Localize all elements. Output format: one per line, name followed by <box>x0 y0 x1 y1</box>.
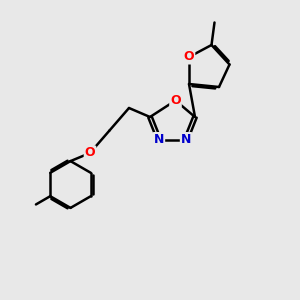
Text: O: O <box>170 94 181 107</box>
Text: N: N <box>181 133 191 146</box>
Text: O: O <box>184 50 194 64</box>
Text: O: O <box>85 146 95 160</box>
Text: N: N <box>154 133 164 146</box>
